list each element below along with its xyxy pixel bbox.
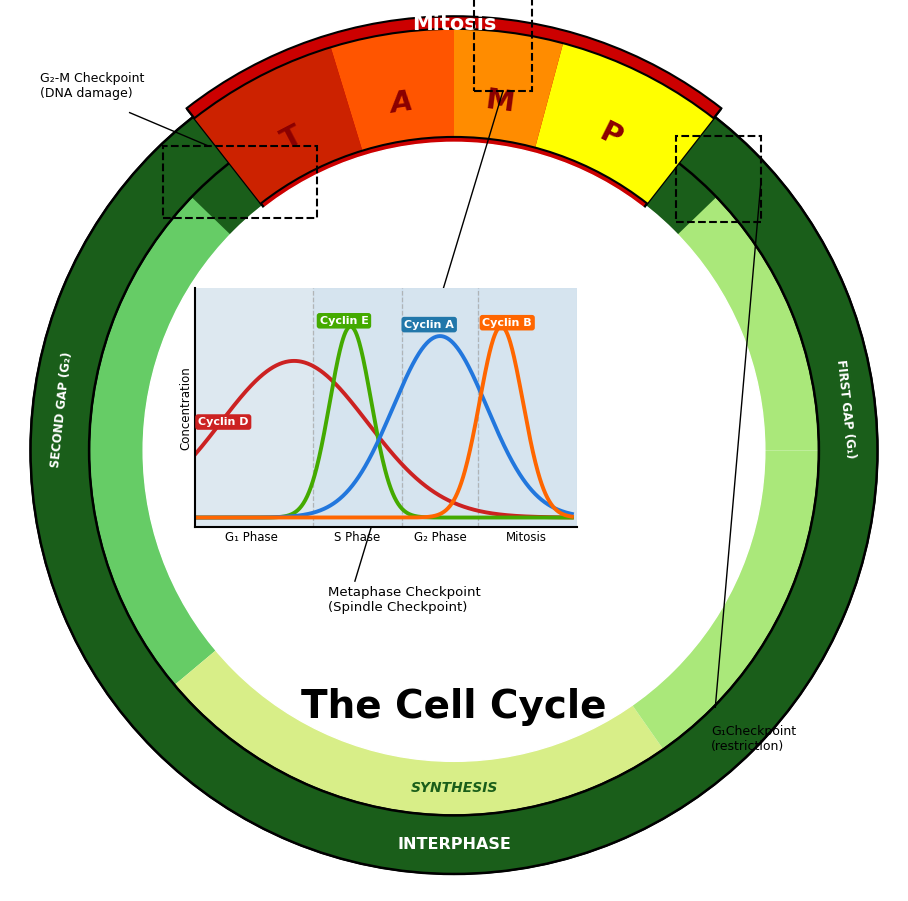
Wedge shape — [31, 27, 877, 874]
Text: The Cell Cycle: The Cell Cycle — [301, 688, 607, 726]
Wedge shape — [261, 137, 647, 209]
Text: SYNTHESIS: SYNTHESIS — [410, 781, 498, 796]
Text: Cyclin E: Cyclin E — [320, 315, 369, 326]
Wedge shape — [192, 159, 267, 234]
Wedge shape — [174, 651, 664, 815]
Wedge shape — [646, 163, 819, 450]
Bar — [402, 288, 478, 527]
Text: G₂-M Checkpoint
(DNA damage): G₂-M Checkpoint (DNA damage) — [40, 72, 143, 100]
Wedge shape — [632, 450, 819, 750]
Text: P: P — [595, 119, 627, 153]
Wedge shape — [187, 16, 721, 118]
Wedge shape — [31, 27, 877, 874]
Circle shape — [22, 18, 886, 883]
Wedge shape — [191, 41, 363, 205]
Bar — [313, 288, 402, 527]
Bar — [478, 288, 577, 527]
Wedge shape — [188, 18, 720, 209]
Text: M: M — [484, 86, 516, 118]
Text: FIRST GAP (G₁): FIRST GAP (G₁) — [834, 359, 858, 460]
Y-axis label: Concentration: Concentration — [180, 366, 192, 450]
Circle shape — [143, 140, 765, 761]
Text: T: T — [276, 122, 307, 156]
Text: Cyclin B: Cyclin B — [482, 318, 532, 328]
Wedge shape — [89, 163, 262, 685]
Text: Mitosis: Mitosis — [412, 14, 496, 34]
Text: INTERPHASE: INTERPHASE — [397, 837, 511, 852]
Wedge shape — [641, 159, 716, 234]
Wedge shape — [535, 37, 717, 205]
Text: A: A — [389, 87, 415, 118]
Text: Metaphase Checkpoint
(Spindle Checkpoint): Metaphase Checkpoint (Spindle Checkpoint… — [328, 586, 480, 614]
Text: Cyclin A: Cyclin A — [404, 320, 454, 330]
Text: SECOND GAP (G₂): SECOND GAP (G₂) — [49, 350, 74, 468]
Wedge shape — [329, 23, 454, 153]
Text: Cyclin D: Cyclin D — [198, 417, 249, 427]
Circle shape — [146, 142, 762, 759]
Text: G₁Checkpoint
(restriction): G₁Checkpoint (restriction) — [711, 725, 796, 753]
Wedge shape — [454, 23, 565, 150]
